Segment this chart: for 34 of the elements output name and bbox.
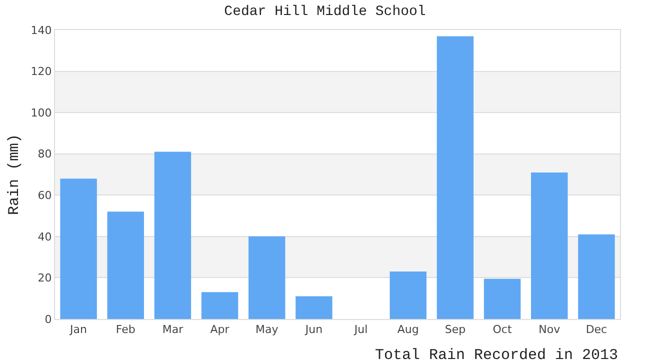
y-tick-label: 100 [30,106,52,120]
bar [390,272,426,319]
x-tick-label: May [256,323,279,336]
chart-title: Cedar Hill Middle School [224,4,426,20]
bar [248,236,286,319]
x-tick-label: Apr [210,323,230,336]
x-tick-label: Sep [444,323,466,336]
bar [154,152,192,319]
y-axis-title: Rain (mm) [6,134,24,216]
bar [107,212,144,319]
x-tick-label: Jan [69,323,88,336]
bar [201,292,238,319]
x-tick-label: Jul [353,323,368,336]
x-tick-label: Mar [162,323,184,336]
y-tick-label: 140 [30,24,52,37]
x-tick-label: Dec [586,323,608,336]
x-tick-label: Feb [116,323,136,336]
x-tick-label: Jun [304,323,323,336]
y-tick-label: 0 [44,312,52,326]
y-tick-label: 60 [38,188,52,202]
bar [531,172,568,319]
bar [296,296,332,319]
y-tick-label: 120 [30,65,52,78]
x-axis-title: Total Rain Recorded in 2013 [375,347,618,360]
y-tick-label: 20 [38,272,52,285]
bar [436,36,474,319]
x-tick-label: Nov [538,323,561,336]
x-tick-label: Oct [492,323,512,336]
y-tick-label: 40 [38,230,52,244]
bar [484,278,521,319]
bar [60,178,97,319]
y-tick-label: 80 [38,148,52,161]
x-tick-label: Aug [397,323,419,336]
bar [578,234,615,319]
